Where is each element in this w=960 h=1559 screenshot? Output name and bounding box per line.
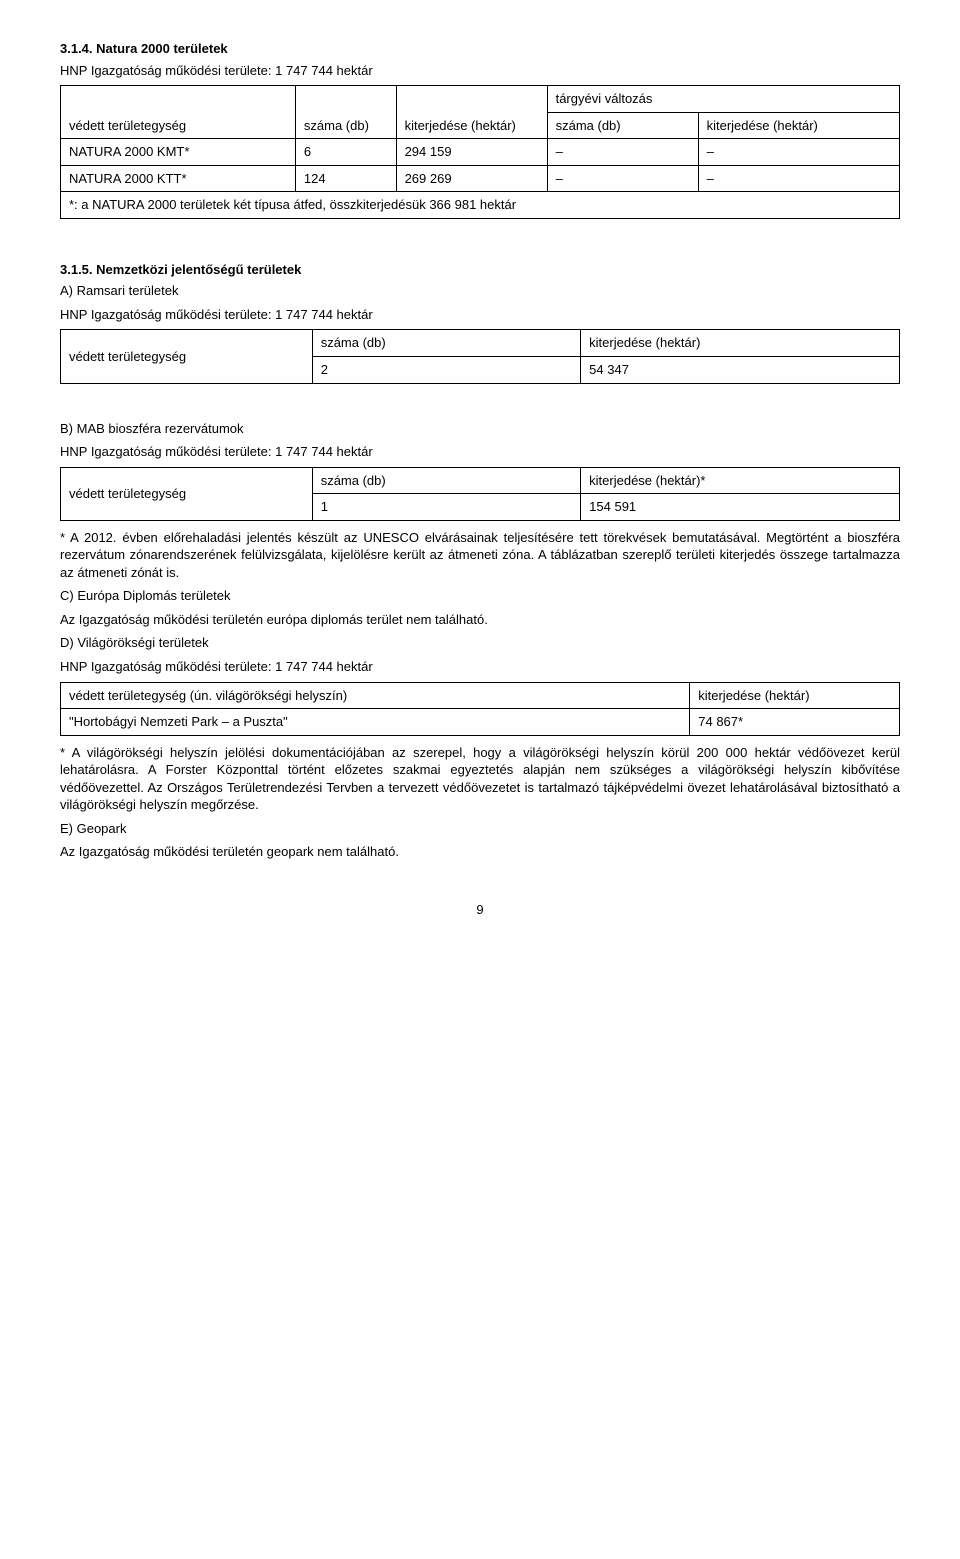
cell-name: "Hortobágyi Nemzeti Park – a Puszta" <box>61 709 690 736</box>
section-315-a-label: A) Ramsari területek <box>60 282 900 300</box>
section-314-heading: 3.1.4. Natura 2000 területek <box>60 40 900 58</box>
cell-szama: 2 <box>312 357 580 384</box>
table-vilagoroksegi: védett területegység (ún. világörökségi … <box>60 682 900 736</box>
section-314-num: 3.1.4. <box>60 41 93 56</box>
table-mab: védett területegység száma (db) kiterjed… <box>60 467 900 521</box>
col-header-kiterj: kiterjedése (hektár)* <box>581 467 900 494</box>
section-314-subtitle: HNP Igazgatóság működési területe: 1 747… <box>60 62 900 80</box>
col-header-szama: száma (db) <box>295 86 396 139</box>
section-e-label: E) Geopark <box>60 820 900 838</box>
cell-kiterj: 294 159 <box>396 139 547 166</box>
col-header-kiterj2: kiterjedése (hektár) <box>698 112 899 139</box>
cell-d2: – <box>698 165 899 192</box>
table-row: *: a NATURA 2000 területek két típusa át… <box>61 192 900 219</box>
col-header-szama: száma (db) <box>312 467 580 494</box>
section-d-footnote: * A világörökségi helyszín jelölési doku… <box>60 744 900 814</box>
table-ramsari: védett területegység száma (db) kiterjed… <box>60 329 900 383</box>
col-header-vedett: védett területegység <box>61 86 296 139</box>
page-number: 9 <box>60 901 900 919</box>
cell-kiterj: 269 269 <box>396 165 547 192</box>
cell-kiterj: 54 347 <box>581 357 900 384</box>
cell-d2: – <box>698 139 899 166</box>
cell-szama: 124 <box>295 165 396 192</box>
table-row: NATURA 2000 KTT* 124 269 269 – – <box>61 165 900 192</box>
section-d-label: D) Világörökségi területek <box>60 634 900 652</box>
col-header-szama2: száma (db) <box>547 112 698 139</box>
cell-kiterj: 74 867* <box>690 709 900 736</box>
table-row: védett területegység száma (db) kiterjed… <box>61 86 900 113</box>
cell-footnote: *: a NATURA 2000 területek két típusa át… <box>61 192 900 219</box>
cell-d1: – <box>547 165 698 192</box>
col-header-kiterj: kiterjedése (hektár) <box>581 330 900 357</box>
section-315-title: Nemzetközi jelentőségű területek <box>96 262 301 277</box>
table-row: védett területegység száma (db) kiterjed… <box>61 330 900 357</box>
col-header-targyevi: tárgyévi változás <box>547 86 899 113</box>
col-header-kiterj: kiterjedése (hektár) <box>396 86 547 139</box>
cell-name: NATURA 2000 KMT* <box>61 139 296 166</box>
section-d-subtitle: HNP Igazgatóság működési területe: 1 747… <box>60 658 900 676</box>
table-natura2000: védett területegység száma (db) kiterjed… <box>60 85 900 219</box>
section-315-a-subtitle: HNP Igazgatóság működési területe: 1 747… <box>60 306 900 324</box>
section-315-num: 3.1.5. <box>60 262 93 277</box>
section-b-footnote: * A 2012. évben előrehaladási jelentés k… <box>60 529 900 582</box>
section-c-label: C) Európa Diplomás területek <box>60 587 900 605</box>
section-b-label: B) MAB bioszféra rezervátumok <box>60 420 900 438</box>
col-header-vedett: védett területegység <box>61 330 313 383</box>
section-b-subtitle: HNP Igazgatóság működési területe: 1 747… <box>60 443 900 461</box>
table-row: NATURA 2000 KMT* 6 294 159 – – <box>61 139 900 166</box>
section-c-text: Az Igazgatóság működési területén európa… <box>60 611 900 629</box>
table-row: védett területegység (ún. világörökségi … <box>61 682 900 709</box>
col-header-vedett: védett területegység <box>61 467 313 520</box>
section-e-text: Az Igazgatóság működési területén geopar… <box>60 843 900 861</box>
table-row: védett területegység száma (db) kiterjed… <box>61 467 900 494</box>
col-header-kiterj: kiterjedése (hektár) <box>690 682 900 709</box>
table-row: "Hortobágyi Nemzeti Park – a Puszta" 74 … <box>61 709 900 736</box>
col-header-vedett: védett területegység (ún. világörökségi … <box>61 682 690 709</box>
cell-d1: – <box>547 139 698 166</box>
section-315-heading: 3.1.5. Nemzetközi jelentőségű területek <box>60 261 900 279</box>
section-314-title: Natura 2000 területek <box>96 41 228 56</box>
col-header-szama: száma (db) <box>312 330 580 357</box>
cell-szama: 1 <box>312 494 580 521</box>
cell-szama: 6 <box>295 139 396 166</box>
cell-kiterj: 154 591 <box>581 494 900 521</box>
cell-name: NATURA 2000 KTT* <box>61 165 296 192</box>
